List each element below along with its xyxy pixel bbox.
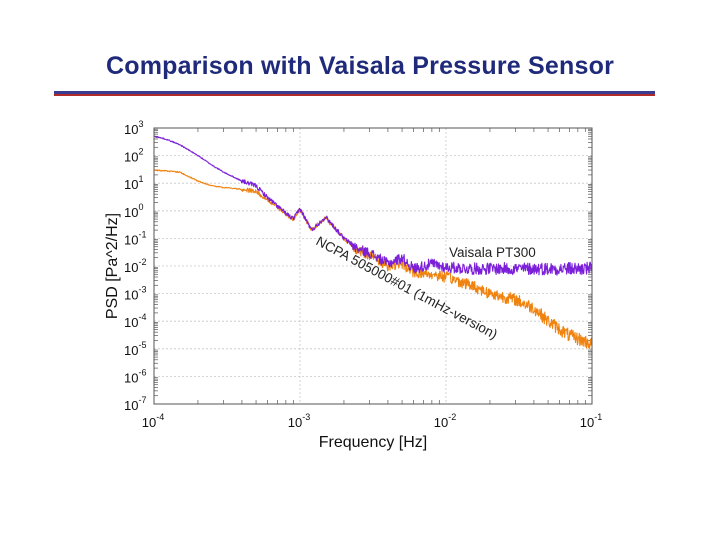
y-tick-label: 103 [124,119,143,137]
x-tick-label: 10-3 [288,412,310,430]
plot-frame [153,127,593,405]
grid [154,128,592,404]
y-tick-label: 100 [124,202,143,220]
y-tick-label: 10-4 [124,312,146,330]
x-tick-label: 10-4 [142,412,164,430]
y-tick-label: 10-3 [124,285,146,303]
y-axis-label: PSD [Pa^2/Hz] [104,213,121,319]
title-divider-bottom [54,94,655,96]
y-tick-label: 10-1 [124,229,146,247]
series-group [153,135,593,349]
y-tick-label: 102 [124,147,143,165]
series-line-vaisala [153,135,593,276]
x-tick-label: 10-2 [434,412,456,430]
y-tick-label: 10-2 [124,257,146,275]
title-divider-top [54,91,655,94]
y-tick-labels: 103 102 101 100 10-1 10-2 10-3 10-4 10-5 10-6 10-7 [124,119,146,413]
x-tick-label: 10-1 [580,412,602,430]
series-line-ncpa [153,169,593,349]
y-tick-label: 101 [124,174,143,192]
x-tick-labels: 10-4 10-3 10-2 10-1 [142,412,602,430]
title-divider [54,91,655,96]
x-axis-label: Frequency [Hz] [319,434,427,451]
y-tick-label: 10-7 [124,395,146,413]
annotation-vaisala: Vaisala PT300 [449,245,536,260]
y-tick-label: 10-5 [124,340,146,358]
y-tick-label: 10-6 [124,367,146,385]
slide-title: Comparison with Vaisala Pressure Sensor [106,52,614,80]
